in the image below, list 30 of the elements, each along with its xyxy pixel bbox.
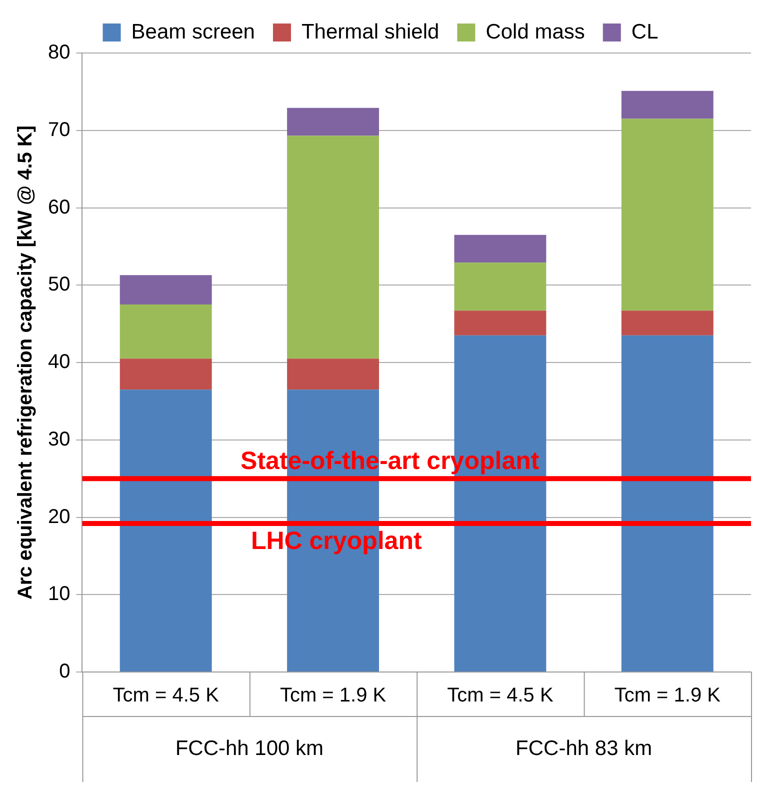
y-tick-label: 40 — [48, 351, 70, 374]
bar — [454, 310, 546, 336]
legend-label: Thermal shield — [301, 20, 440, 44]
y-axis-title: Arc equivalent refrigeration capacity [kW @ 4.5 K] — [14, 125, 37, 600]
y-tick-label: 30 — [48, 428, 70, 450]
text: FCC-hh 100 km — [175, 736, 324, 760]
bar — [120, 358, 212, 390]
y-tick-label: 80 — [48, 42, 70, 64]
legend-label: Beam screen — [131, 20, 255, 44]
bar — [621, 335, 714, 672]
legend-label: CL — [631, 20, 658, 44]
y-tick-label: 10 — [48, 583, 70, 606]
bar — [621, 90, 714, 119]
bar — [120, 390, 212, 672]
bar — [621, 118, 714, 311]
bar — [287, 108, 380, 136]
y-tick-label: 50 — [48, 274, 70, 296]
bar — [454, 234, 546, 263]
y-tick-label: 0 — [59, 660, 70, 683]
bar — [287, 136, 380, 359]
bar — [120, 304, 212, 359]
bar — [621, 310, 714, 336]
text: FCC-hh 83 km — [516, 736, 652, 760]
y-tick-label: 70 — [48, 118, 70, 141]
bar — [287, 358, 380, 390]
bar — [120, 275, 212, 304]
bar — [454, 262, 546, 311]
y-tick-label: 60 — [48, 196, 70, 218]
y-tick-label: 20 — [48, 506, 70, 528]
legend-label: Cold mass — [486, 20, 585, 44]
